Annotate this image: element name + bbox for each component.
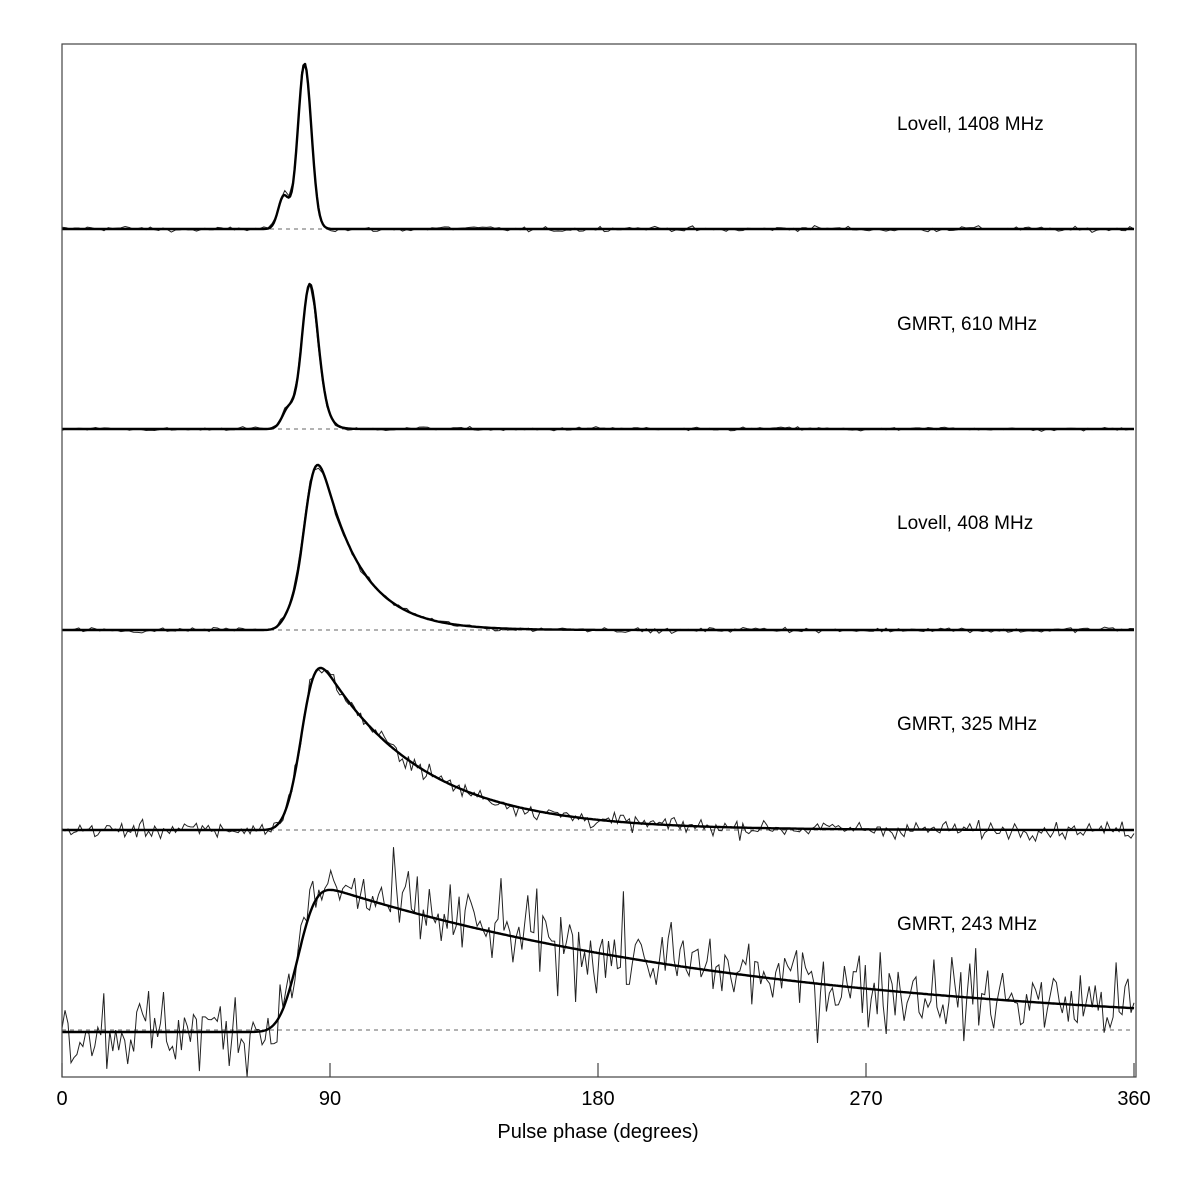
plot-frame — [61, 43, 1137, 1078]
x-tick-label-180: 180 — [581, 1088, 614, 1110]
profile-panels — [61, 62, 1135, 1078]
scattering-model-fit-line — [62, 62, 1134, 231]
scattering-model-fit-line — [62, 888, 1135, 1034]
panel-label-lovell-408: Lovell, 408 MHz — [897, 513, 1033, 534]
profile-panel-gmrt-243 — [61, 847, 1135, 1078]
scattering-model-fit-line — [62, 282, 1134, 431]
x-axis-label: Pulse phase (degrees) — [497, 1121, 698, 1143]
scattering-model-fit-line — [62, 463, 1134, 632]
panel-label-gmrt-325: GMRT, 325 MHz — [897, 714, 1037, 735]
panel-label-gmrt-243: GMRT, 243 MHz — [897, 914, 1037, 935]
x-tick-label-90: 90 — [319, 1088, 341, 1110]
x-tick-label-0: 0 — [56, 1088, 67, 1110]
panel-label-lovell-1408: Lovell, 1408 MHz — [897, 114, 1044, 135]
profile-panel-lovell-1408 — [61, 62, 1135, 234]
observed-profile-line — [61, 847, 1135, 1078]
scattering-model-fit-line — [62, 666, 1134, 832]
x-tick-label-360: 360 — [1117, 1088, 1150, 1110]
panel-label-gmrt-610: GMRT, 610 MHz — [897, 314, 1037, 335]
profile-panel-gmrt-325 — [61, 666, 1135, 843]
profile-panel-gmrt-610 — [61, 282, 1135, 432]
profile-panel-lovell-408 — [61, 463, 1135, 635]
x-tick-label-270: 270 — [849, 1088, 882, 1110]
x-axis-ticks — [61, 1063, 1135, 1077]
